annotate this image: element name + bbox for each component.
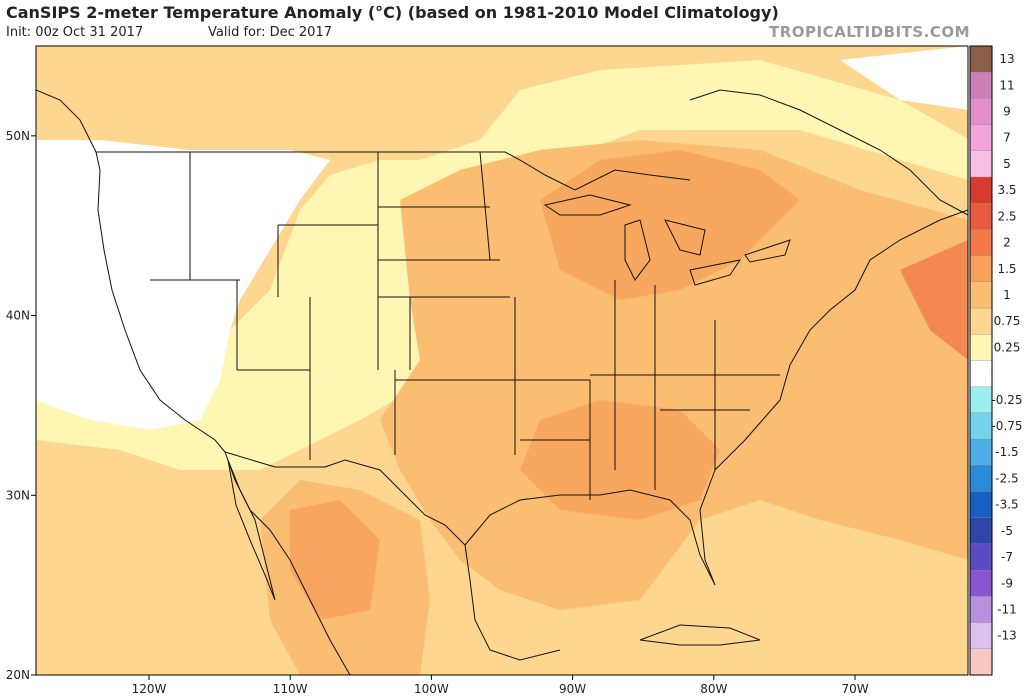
gulf-coast [464, 469, 716, 586]
brand-watermark: TROPICALTIDBITS.COM [769, 23, 970, 41]
colorbar-swatch [969, 543, 993, 571]
anomaly-near-zero-west [36, 140, 330, 430]
mexico-gulf-coast [464, 544, 561, 661]
baja-california [227, 459, 276, 601]
colorbar-swatch [969, 386, 993, 414]
colorbar-label: 3.5 [997, 183, 1016, 197]
init-time-label: Init: 00z Oct 31 2017 [6, 25, 144, 40]
colorbar-swatch [969, 465, 993, 492]
colorbar-swatch [969, 517, 993, 545]
colorbar-label: -3.5 [995, 498, 1018, 512]
colorbar-swatch [969, 124, 993, 151]
anomaly-band-sierra-madre [290, 500, 380, 620]
anomaly-near-zero-labrador [840, 46, 968, 110]
x-tick-label: 100W [414, 682, 449, 696]
anomaly-field [36, 46, 968, 675]
valid-time-label: Valid for: Dec 2017 [208, 25, 332, 40]
canada-east-coast [689, 89, 968, 216]
x-tick-label: 80W [700, 682, 727, 696]
colorbar-label: -13 [997, 629, 1017, 643]
y-tick-label: 30N [6, 488, 30, 502]
anomaly-band-great-lakes [540, 150, 800, 300]
colorbar-label: -9 [1001, 576, 1013, 590]
us-mexico-border [224, 451, 466, 546]
colorbar-label: 0.25 [994, 340, 1021, 354]
anomaly-band-north [36, 46, 968, 420]
colorbar-swatch [969, 98, 993, 125]
colorbar-swatch [969, 491, 993, 518]
colorbar-swatch [969, 307, 993, 335]
colorbar-frame [969, 45, 993, 676]
colorbar-swatch [969, 45, 993, 73]
latitude-ticks: 50N 40N 30N 20N [6, 129, 36, 682]
colorbar-label: 1.5 [997, 262, 1016, 276]
colorbar-swatch [969, 334, 993, 361]
map-title: CanSIPS 2-meter Temperature Anomaly (°C)… [6, 3, 779, 22]
colorbar-label: 9 [1003, 105, 1011, 119]
map-frame [35, 45, 969, 676]
colorbar-label: -0.75 [991, 419, 1022, 433]
colorbar-swatch [969, 360, 993, 387]
colorbar-label: 2.5 [997, 209, 1016, 223]
colorbar-label: -1.5 [995, 445, 1018, 459]
lake-huron [664, 219, 706, 256]
colorbar: 13 11 9 7 5 3.5 2.5 2 1.5 1 0.75 0.25 -0.25 -0.75 -1.5… [969, 45, 1023, 676]
y-tick-label: 40N [6, 309, 30, 323]
anomaly-band-gulf [520, 400, 720, 520]
colorbar-swatch [969, 596, 993, 623]
colorbar-swatch [969, 72, 993, 99]
colorbar-swatch [969, 412, 993, 440]
colorbar-label: 0.75 [994, 314, 1021, 328]
colorbar-swatch [969, 622, 993, 649]
lake-erie [689, 259, 742, 286]
colorbar-label: -11 [997, 602, 1017, 616]
colorbar-swatch [969, 570, 993, 597]
lake-ontario [744, 239, 791, 263]
colorbar-label: 11 [999, 78, 1014, 92]
colorbar-swatch [969, 438, 993, 466]
colorbar-label: 13 [999, 52, 1014, 66]
colorbar-label: 2 [1003, 236, 1011, 250]
lake-michigan [624, 219, 651, 281]
colorbar-swatch [969, 648, 993, 676]
y-tick-label: 50N [6, 129, 30, 143]
colorbar-swatch [969, 150, 993, 178]
x-tick-label: 120W [132, 682, 167, 696]
colorbar-label: 1 [1003, 288, 1011, 302]
colorbar-label: -7 [1001, 550, 1013, 564]
east-coast [714, 209, 968, 471]
colorbar-label: -0.25 [991, 393, 1022, 407]
colorbar-label: -2.5 [995, 471, 1018, 485]
colorbar-swatch [969, 176, 993, 204]
us-canada-border [96, 151, 691, 191]
x-tick-label: 110W [273, 682, 308, 696]
colorbar-swatch [969, 281, 993, 309]
anomaly-band-atlantic [900, 240, 968, 360]
colorbar-label: 7 [1003, 131, 1011, 145]
colorbar-label: 5 [1003, 157, 1011, 171]
colorbar-swatch [969, 203, 993, 230]
colorbar-label: -5 [1001, 524, 1013, 538]
x-tick-label: 70W [841, 682, 868, 696]
longitude-ticks: 120W 110W 100W 90W 80W 70W [132, 675, 869, 696]
colorbar-swatch [969, 255, 993, 283]
west-coast [95, 151, 226, 453]
coastlines-borders [36, 89, 968, 675]
cuba [639, 624, 761, 646]
state-borders [150, 151, 780, 500]
bc-coast [36, 89, 97, 153]
x-tick-label: 90W [559, 682, 586, 696]
y-tick-label: 20N [6, 668, 30, 682]
colorbar-swatch [969, 229, 993, 256]
lake-superior [543, 194, 632, 216]
